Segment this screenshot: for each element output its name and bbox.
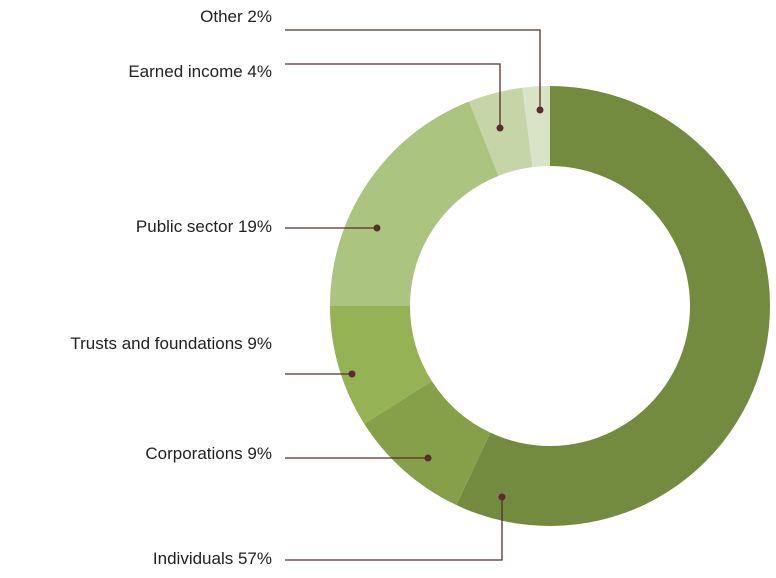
slice-label: Corporations 9% <box>145 444 272 463</box>
category-name: Earned income <box>128 62 242 81</box>
donut-slice <box>469 87 533 176</box>
slice-label: Public sector 19% <box>136 217 272 236</box>
value-label: 19% <box>238 217 272 236</box>
donut-slice <box>330 306 432 424</box>
value-label: 9% <box>247 444 272 463</box>
category-name: Corporations <box>145 444 242 463</box>
leader-dot <box>424 454 432 462</box>
slice-label: Individuals 57% <box>153 549 272 568</box>
leader-line <box>285 63 501 128</box>
leader-line <box>285 497 503 561</box>
value-label: 9% <box>247 334 272 353</box>
donut-slice <box>364 381 491 506</box>
leader-dot <box>348 370 356 378</box>
value-label: 4% <box>247 62 272 81</box>
donut-slice <box>456 86 770 526</box>
category-name: Individuals <box>153 549 233 568</box>
leader-dot <box>373 224 381 232</box>
slice-label: Earned income 4% <box>128 62 272 81</box>
category-name: Public sector <box>136 217 234 236</box>
donut-slice <box>522 86 550 168</box>
category-name: Other <box>200 7 243 26</box>
leader-line <box>285 29 541 110</box>
slice-label: Other 2% <box>200 7 272 26</box>
donut-slice <box>330 101 499 306</box>
slice-label: Trusts and foundations 9% <box>70 334 272 353</box>
value-label: 57% <box>238 549 272 568</box>
leader-dot <box>496 124 504 132</box>
category-name: Trusts and foundations <box>70 334 242 353</box>
value-label: 2% <box>247 7 272 26</box>
leader-dot <box>498 493 506 501</box>
leader-dot <box>536 106 544 114</box>
